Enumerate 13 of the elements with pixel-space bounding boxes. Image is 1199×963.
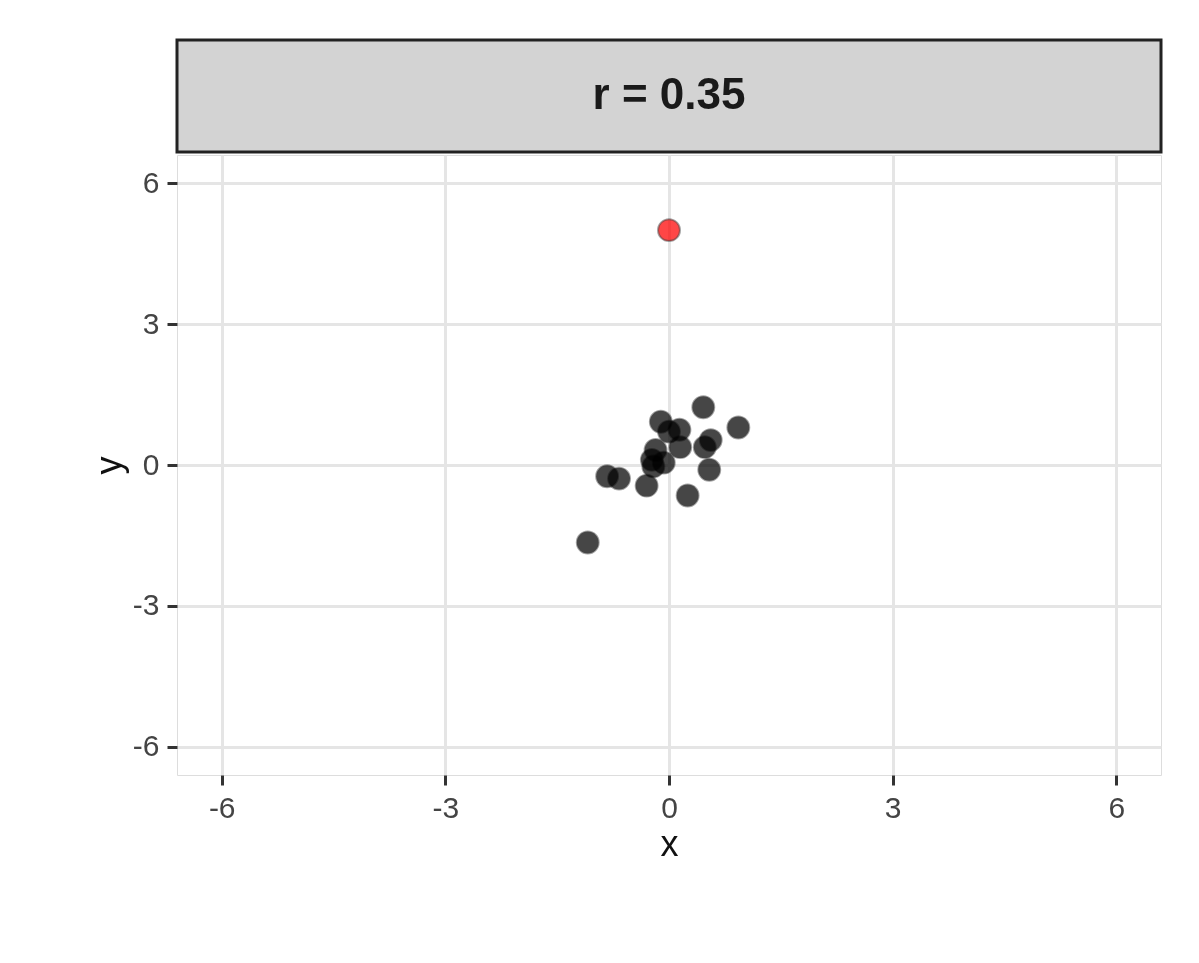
y-tick-label: 3 (142, 306, 160, 340)
y-tick-label: -6 (132, 729, 160, 763)
chart-title: r = 0.35 (592, 69, 746, 118)
x-tick-label: 3 (884, 790, 902, 824)
x-tick-label: -3 (432, 790, 460, 824)
y-tick-label: 6 (142, 165, 160, 199)
y-axis-title: y (87, 456, 129, 475)
y-tick-label: 0 (142, 447, 160, 481)
x-tick-label: 6 (1108, 790, 1126, 824)
x-tick-label: -6 (208, 790, 236, 824)
y-tick-label: -3 (132, 588, 160, 622)
x-axis-title: x (660, 822, 679, 864)
x-tick-label: 0 (661, 790, 678, 824)
